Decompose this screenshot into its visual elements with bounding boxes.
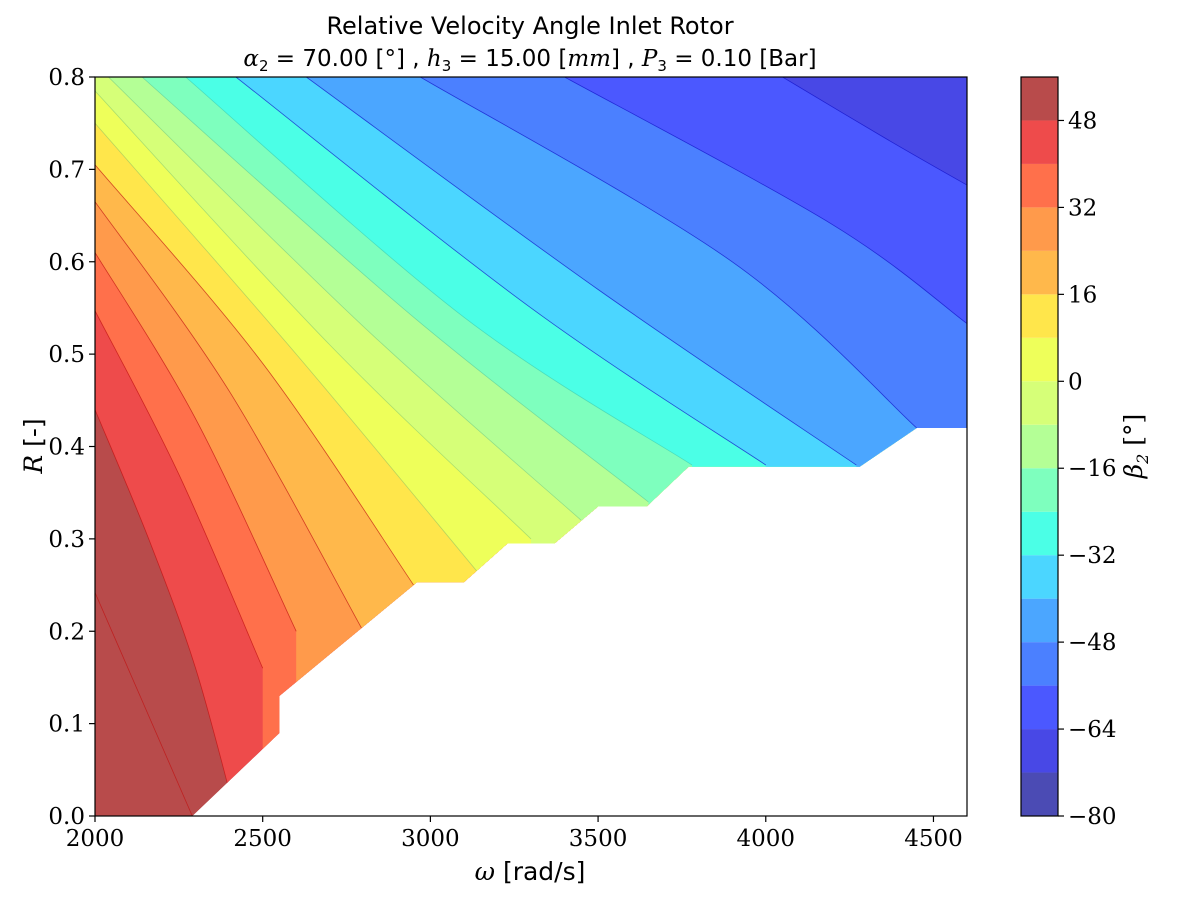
colorbar xyxy=(1021,77,1058,816)
contour-fill-layer xyxy=(95,77,967,816)
colorbar-tick-label: −32 xyxy=(1068,543,1117,569)
colorbar-band xyxy=(1021,250,1058,295)
alpha-subscript: 2 xyxy=(259,57,269,75)
colorbar-tick-label: 0 xyxy=(1068,369,1083,395)
chart-title: Relative Velocity Angle Inlet Rotor xyxy=(326,12,733,40)
colorbar-band xyxy=(1021,120,1058,164)
contour-line xyxy=(564,77,967,324)
colorbar-tick-label: −16 xyxy=(1068,456,1117,482)
h-unit: mm xyxy=(567,46,611,72)
colorbar-band xyxy=(1021,685,1058,730)
beta-subscript: 2 xyxy=(1133,454,1152,465)
colorbar-band xyxy=(1021,163,1058,208)
x-tick-label: 2000 xyxy=(66,826,125,852)
p-value: = 0.10 [Bar] xyxy=(667,46,817,72)
contour-line xyxy=(420,77,917,429)
x-tick-label: 4000 xyxy=(736,826,795,852)
colorbar-tick-label: 32 xyxy=(1068,195,1097,221)
contour-line xyxy=(95,201,364,632)
colorbar-band xyxy=(1021,598,1058,643)
colorbar-band xyxy=(1021,468,1058,512)
x-tick-label: 2500 xyxy=(233,826,292,852)
x-tick-label: 3500 xyxy=(569,826,628,852)
colorbar-band xyxy=(1021,77,1058,121)
colorbar-band xyxy=(1021,555,1058,599)
colorbar-tick-label: −80 xyxy=(1068,804,1117,830)
y-tick-label: 0.1 xyxy=(48,712,85,738)
contour-line xyxy=(185,77,693,466)
p-subscript: 3 xyxy=(657,57,667,75)
contour-band xyxy=(564,77,967,816)
contour-line-layer xyxy=(95,77,967,816)
colorbar-band xyxy=(1021,424,1058,469)
colorbar-tick-label: 48 xyxy=(1068,108,1097,134)
x-axis-unit: [rad/s] xyxy=(495,857,585,886)
contour-line xyxy=(95,252,297,632)
alpha-symbol: α xyxy=(243,46,259,72)
y-tick-label: 0.0 xyxy=(48,804,85,830)
colorbar-unit: [°] xyxy=(1119,414,1148,454)
p-symbol: P xyxy=(641,46,658,72)
x-axis-label: ω [rad/s] xyxy=(475,857,586,886)
contour-line xyxy=(95,122,482,577)
colorbar-band xyxy=(1021,511,1058,556)
y-tick-label: 0.8 xyxy=(48,65,85,91)
colorbar-label: β2 [°] xyxy=(1119,414,1152,480)
colorbar-frame xyxy=(1020,76,1059,817)
contour-line xyxy=(306,77,857,466)
colorbar-tick-label: 16 xyxy=(1068,282,1097,308)
plot-area xyxy=(95,77,967,816)
y-tick-label: 0.5 xyxy=(48,342,85,368)
r-symbol: R xyxy=(19,455,48,475)
contour-line xyxy=(141,77,649,503)
y-tick-label: 0.2 xyxy=(48,619,85,645)
colorbar-band xyxy=(1021,772,1058,816)
contour-line xyxy=(108,77,582,521)
colorbar-band xyxy=(1021,207,1058,251)
beta-symbol: β xyxy=(1119,464,1148,479)
contour-line xyxy=(95,409,237,816)
colorbar-band xyxy=(1021,337,1058,382)
colorbar-tick-label: −64 xyxy=(1068,717,1117,743)
h-close: ] , xyxy=(611,46,642,72)
colorbar-band xyxy=(1021,381,1058,425)
colorbar-ticks: −80 −64 −48 −32 −16 0 16 32 48 xyxy=(1058,108,1117,830)
y-axis-label: R [-] xyxy=(19,418,48,474)
colorbar-band xyxy=(1021,642,1058,686)
h-symbol: h xyxy=(427,46,442,72)
h-value: = 15.00 [ xyxy=(451,46,567,72)
contour-line xyxy=(782,77,967,186)
colorbar-band xyxy=(1021,294,1058,338)
contour-line xyxy=(95,310,264,669)
colorbar-band xyxy=(1021,729,1058,773)
h-subscript: 3 xyxy=(442,57,452,75)
y-tick-label: 0.6 xyxy=(48,250,85,276)
chart-subtitle: α2 = 70.00 [°] , h3 = 15.00 [mm] , P3 = … xyxy=(243,46,816,75)
contour-line xyxy=(95,592,193,816)
y-axis-unit: [-] xyxy=(19,418,48,454)
contour-line xyxy=(95,90,532,540)
x-tick-label: 4500 xyxy=(904,826,963,852)
y-axis: 0.0 0.1 0.2 0.3 0.4 0.5 0.6 0.7 0.8 xyxy=(48,65,95,830)
y-tick-label: 0.4 xyxy=(48,435,85,461)
y-tick-label: 0.3 xyxy=(48,527,85,553)
alpha-value: = 70.00 [°] , xyxy=(268,46,426,72)
omega-symbol: ω xyxy=(475,857,495,886)
y-tick-label: 0.7 xyxy=(48,157,85,183)
contour-line xyxy=(95,164,414,586)
x-tick-label: 3000 xyxy=(401,826,460,852)
contour-line xyxy=(235,77,767,466)
x-axis: 2000 2500 3000 3500 4000 4500 xyxy=(66,816,963,852)
colorbar-tick-label: −48 xyxy=(1068,630,1117,656)
